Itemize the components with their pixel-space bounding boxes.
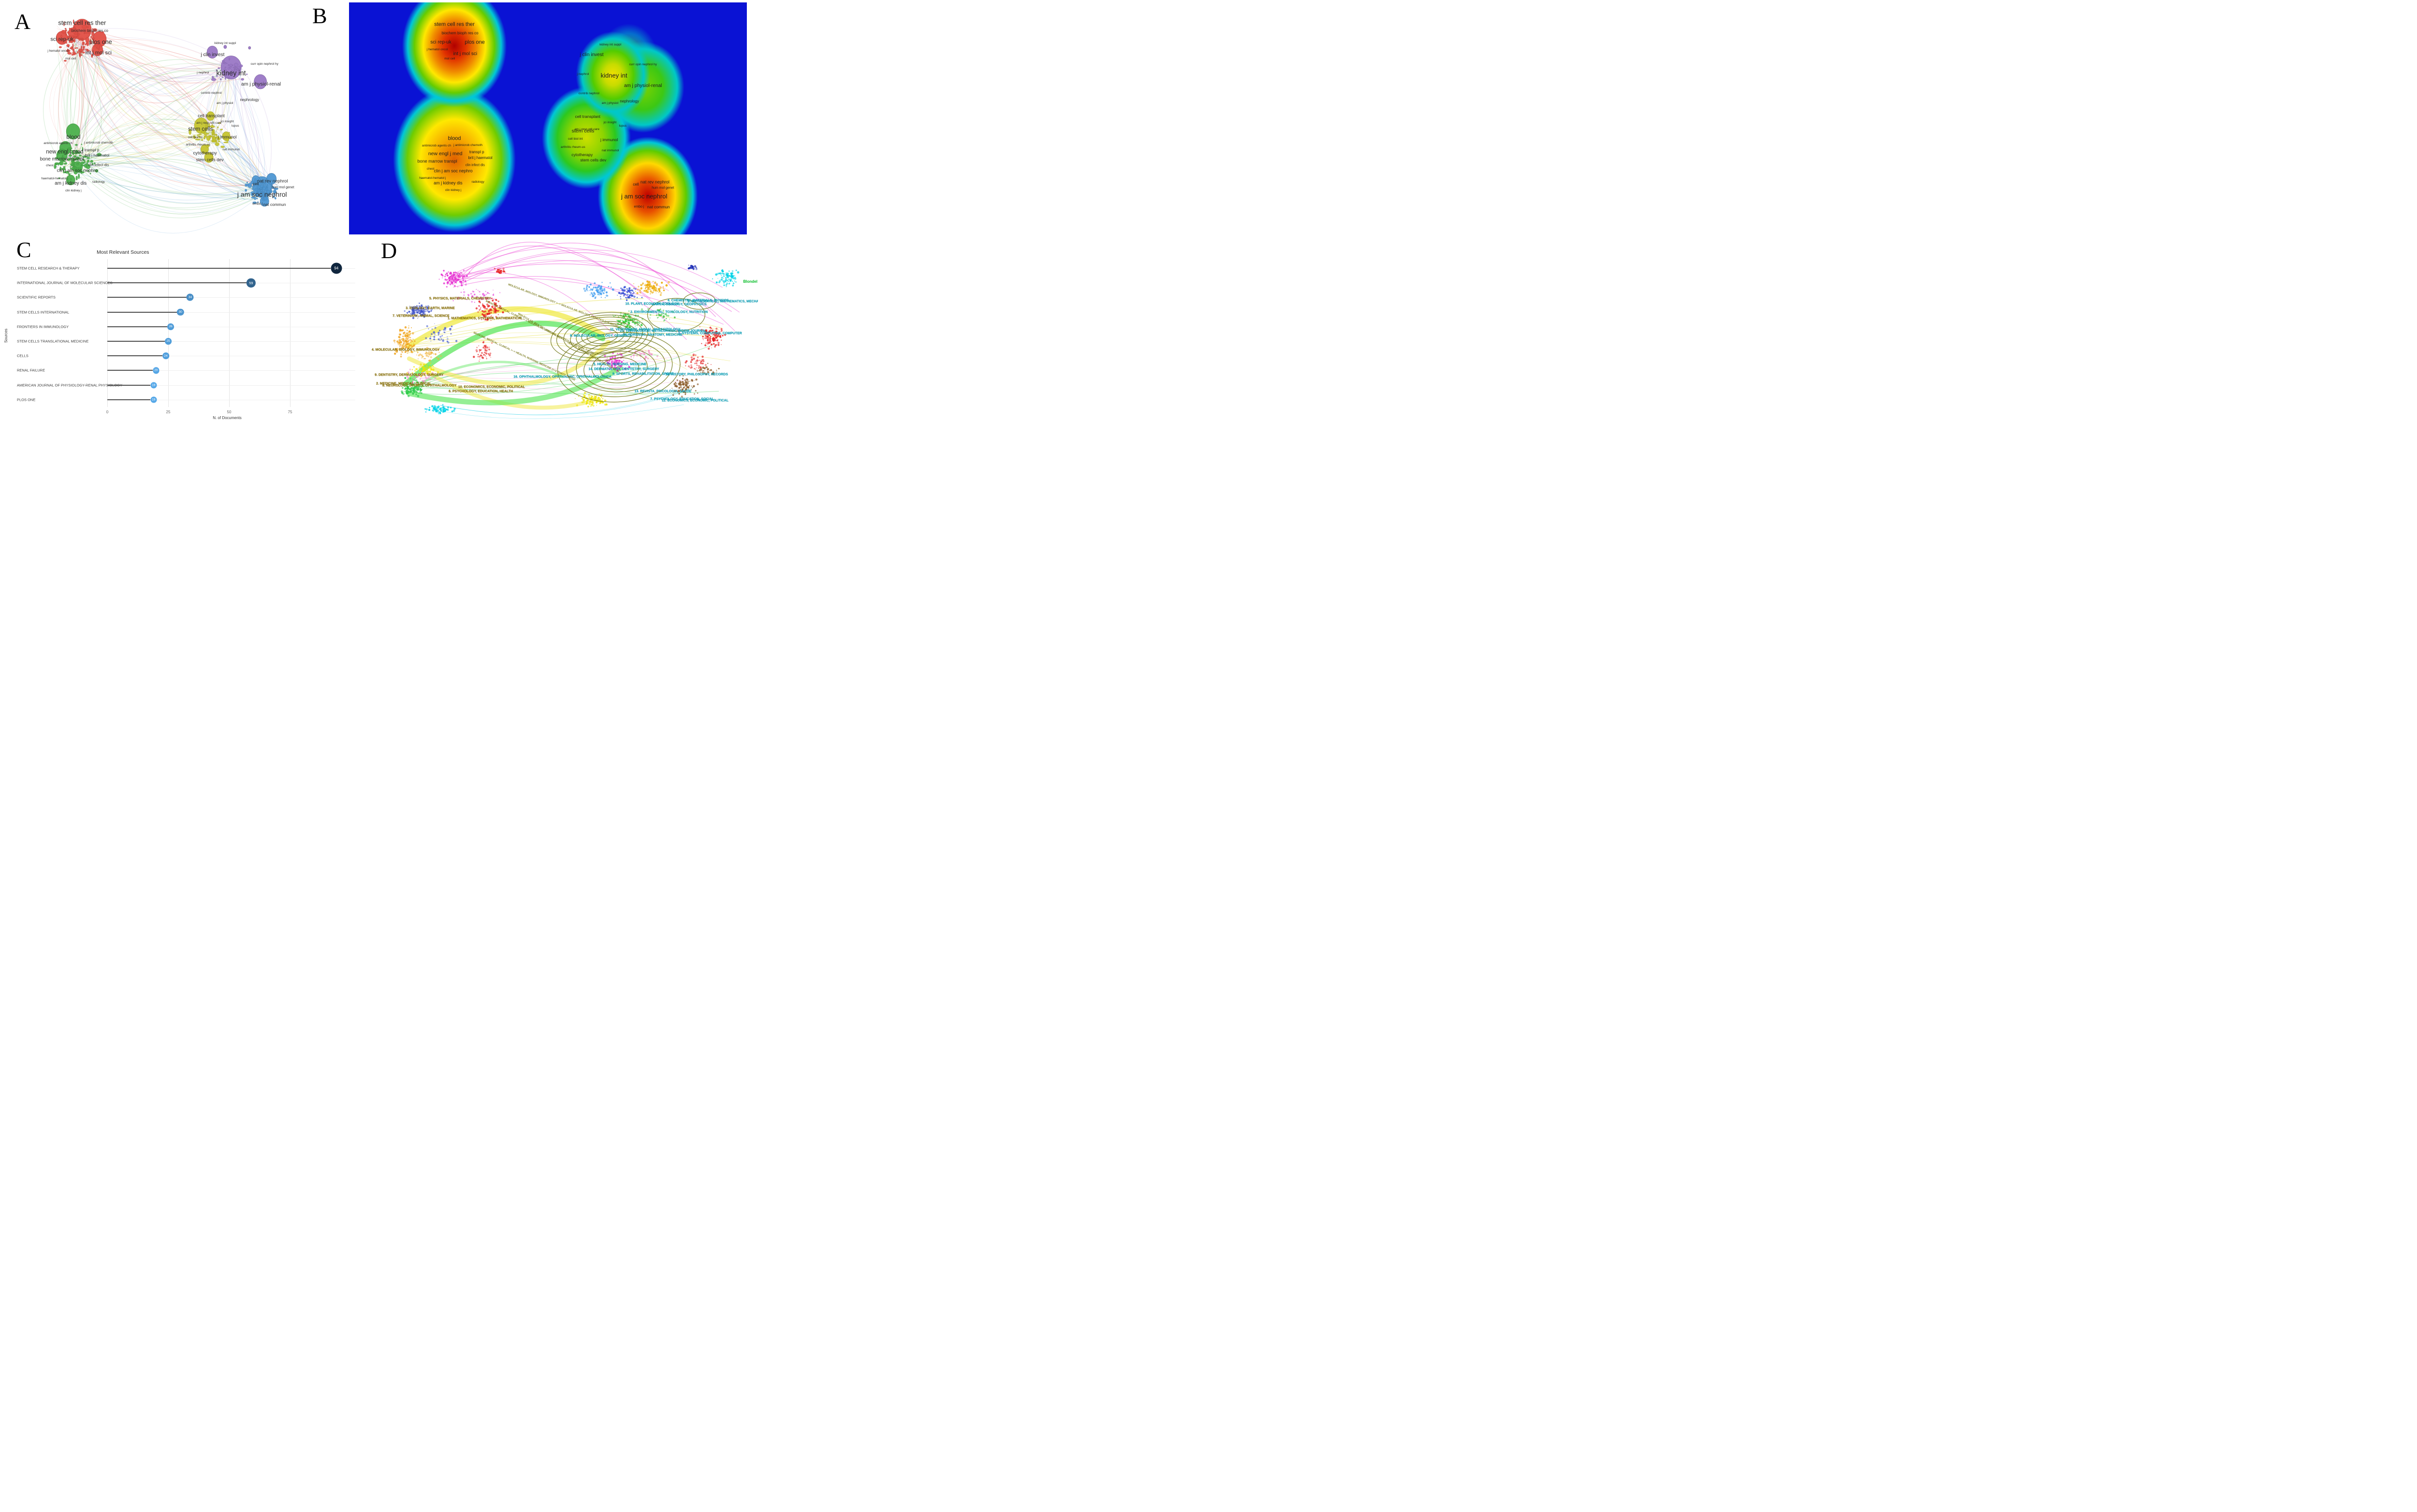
row-gridline bbox=[107, 385, 355, 386]
value-bubble: 30 bbox=[176, 308, 184, 316]
journal-dots bbox=[393, 264, 740, 415]
row-gridline bbox=[107, 312, 355, 313]
panel-d-dual-map-overlay: 5. PHYSICS, MATERIALS, CHEMISTRY 3. ECOLO… bbox=[372, 242, 758, 424]
gridline-x50 bbox=[229, 259, 230, 407]
lollipop-line bbox=[107, 282, 247, 284]
x-tick-label: 75 bbox=[288, 410, 292, 414]
gridline-x75 bbox=[290, 259, 291, 407]
value-bubble: 19 bbox=[150, 396, 157, 403]
value-bubble: 24 bbox=[162, 352, 169, 360]
value-bubble: 19 bbox=[150, 382, 157, 389]
panel-a-letter: A bbox=[15, 9, 31, 34]
flow-bands bbox=[402, 306, 623, 410]
value-bubble: 34 bbox=[186, 293, 194, 301]
lollipop-line bbox=[107, 326, 168, 327]
network-canvas bbox=[43, 19, 283, 233]
panel-b-density-map: stem cell res ther biochem bioph res co sc… bbox=[349, 2, 747, 234]
source-label: RENAL FAILURE bbox=[17, 368, 45, 373]
value-bubble: 59 bbox=[247, 278, 256, 288]
lollipop-line bbox=[107, 297, 187, 298]
source-label: STEM CELLS INTERNATIONAL bbox=[17, 310, 70, 315]
lollipop-line bbox=[107, 355, 163, 357]
value-bubble: 26 bbox=[167, 323, 174, 330]
source-label: AMERICAN JOURNAL OF PHYSIOLOGY-RENAL PHY… bbox=[17, 383, 122, 388]
x-tick-label: 0 bbox=[106, 410, 109, 414]
x-tick-label: 50 bbox=[227, 410, 232, 414]
value-bubble: 94 bbox=[331, 262, 342, 274]
value-bubble: 25 bbox=[165, 338, 172, 345]
panel-c-most-relevant-sources-chart: Most Relevant Sources Sources N. of Docu… bbox=[0, 242, 367, 424]
lollipop-line bbox=[107, 268, 331, 269]
lollipop-line bbox=[107, 370, 153, 371]
source-label: PLOS ONE bbox=[17, 397, 36, 402]
panel-c-letter: C bbox=[16, 237, 31, 262]
lollipop-chart-area: 0 25 50 75 STEM CELL RESEARCH & THERAPY 94 INT… bbox=[0, 242, 367, 424]
value-bubble: 20 bbox=[153, 367, 160, 374]
panel-b-letter: B bbox=[312, 3, 327, 28]
source-label: STEM CELLS TRANSLATIONAL MEDICINE bbox=[17, 339, 89, 344]
figure-page: stem cell res ther biochem bioph res co sc… bbox=[0, 0, 758, 424]
row-gridline bbox=[107, 370, 355, 371]
x-axis-label: N. of Documents bbox=[213, 416, 242, 420]
dual-map-canvas bbox=[393, 242, 740, 419]
x-tick-label: 25 bbox=[166, 410, 171, 414]
row-gridline bbox=[107, 297, 355, 298]
source-label: INTERNATIONAL JOURNAL OF MOLECULAR SCIEN… bbox=[17, 280, 113, 285]
gridline-x0 bbox=[107, 259, 108, 407]
source-label: STEM CELL RESEARCH & THERAPY bbox=[17, 266, 80, 271]
lollipop-line bbox=[107, 311, 177, 313]
lollipop-line bbox=[107, 399, 151, 400]
panel-a-co-citation-network: stem cell res ther biochem bioph res co sc… bbox=[0, 0, 348, 237]
nodes bbox=[54, 19, 278, 207]
source-label: FRONTIERS IN IMMUNOLOGY bbox=[17, 324, 69, 329]
panel-d-letter: D bbox=[381, 238, 397, 263]
source-label: CELLS bbox=[17, 353, 29, 358]
source-label: SCIENTIFIC REPORTS bbox=[17, 295, 56, 300]
lollipop-line bbox=[107, 384, 151, 386]
cluster-ellipses bbox=[550, 292, 716, 403]
lollipop-line bbox=[107, 341, 165, 342]
gridline-x25 bbox=[168, 259, 169, 407]
chart-title: Most Relevant Sources bbox=[97, 249, 149, 255]
row-gridline bbox=[107, 341, 355, 342]
density-heatmap bbox=[349, 2, 747, 234]
